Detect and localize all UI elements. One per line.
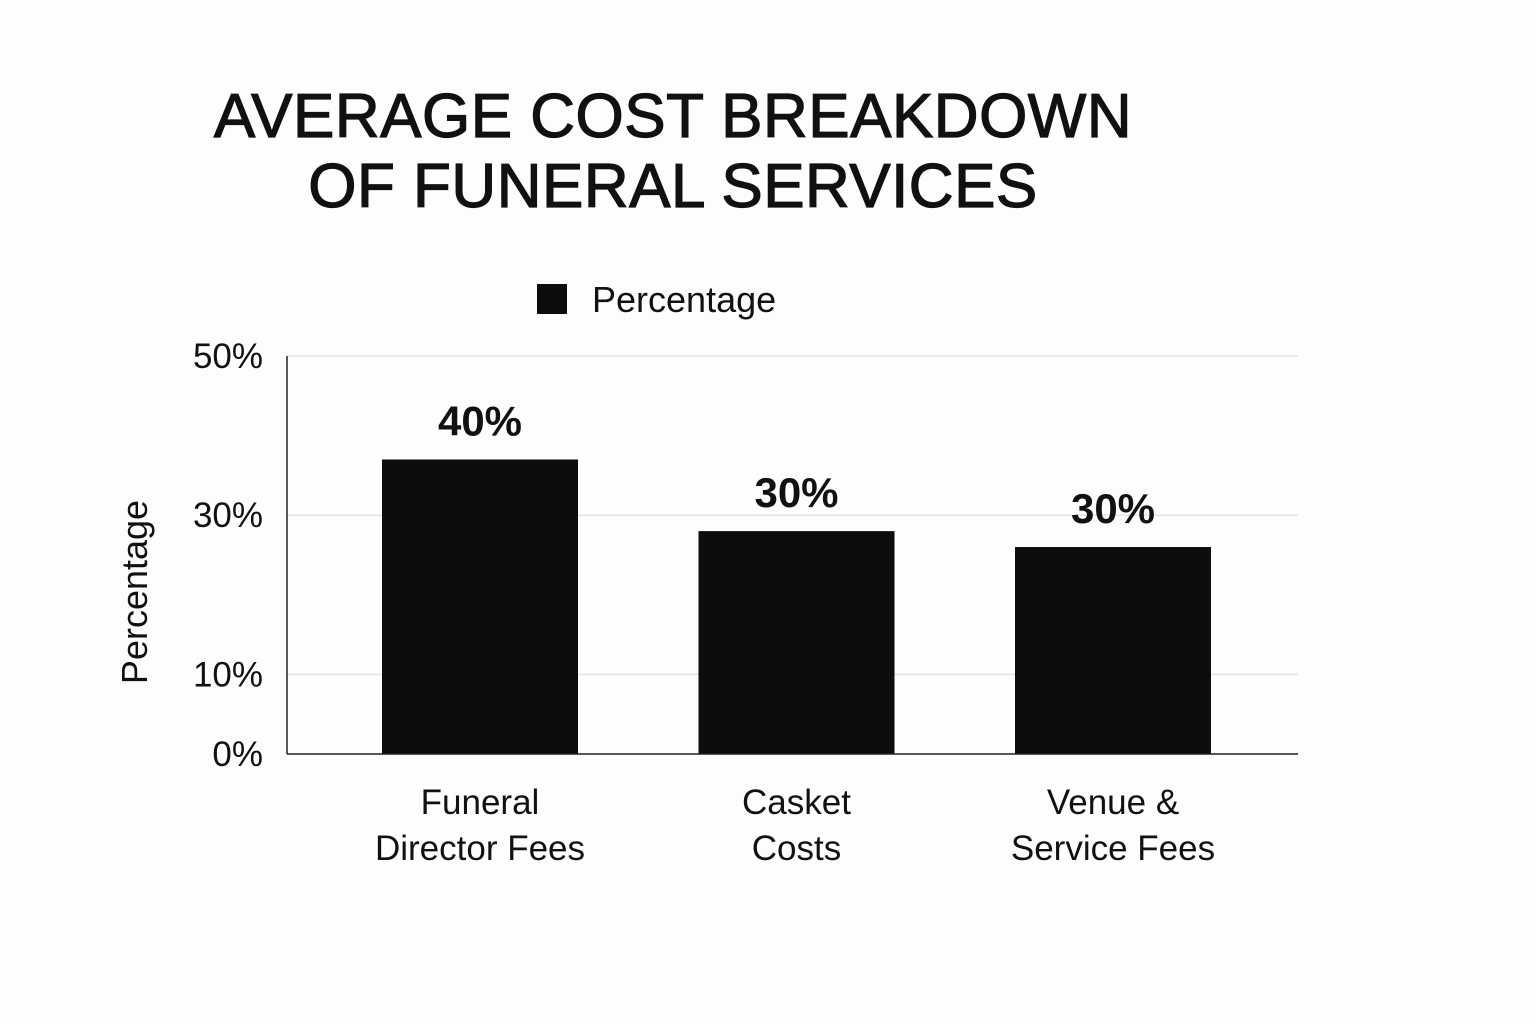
x-tick-label: Casket Costs <box>742 783 851 868</box>
y-tick-label: 10% <box>193 655 263 694</box>
chart-title: AVERAGE COST BREAKDOWN OF FUNERAL SERVIC… <box>0 81 1346 222</box>
x-tick-label: Funeral Director Fees <box>375 783 585 868</box>
x-tick-label-line: Service Fees <box>1011 829 1215 868</box>
bars <box>382 459 1211 754</box>
legend-swatch <box>537 284 567 314</box>
x-tick-label: Venue & Service Fees <box>1011 783 1215 868</box>
chart-title-line-1: AVERAGE COST BREAKDOWN <box>213 81 1133 151</box>
data-label: 40% <box>438 397 522 444</box>
legend: Percentage <box>537 279 776 320</box>
y-tick-label: 30% <box>193 496 263 535</box>
y-tick-label: 50% <box>193 337 263 376</box>
bar <box>382 459 578 754</box>
x-tick-label-line: Venue & <box>1047 783 1179 822</box>
y-axis-label: Percentage <box>114 500 155 684</box>
data-labels: 40% 30% 30% <box>438 397 1155 532</box>
x-tick-label-line: Funeral <box>421 783 540 822</box>
x-axis-ticks: Funeral Director Fees Casket Costs Venue & Se… <box>375 783 1215 868</box>
x-tick-label-line: Casket <box>742 783 851 822</box>
x-tick-label-line: Costs <box>752 829 841 868</box>
data-label: 30% <box>1071 485 1155 532</box>
legend-label: Percentage <box>592 279 776 320</box>
y-tick-label: 0% <box>212 735 263 774</box>
chart-title-line-2: OF FUNERAL SERVICES <box>308 151 1038 221</box>
y-axis-ticks: 0% 10% 30% 50% <box>193 337 263 774</box>
bar <box>698 531 895 754</box>
x-tick-label-line: Director Fees <box>375 829 585 868</box>
data-label: 30% <box>754 469 838 516</box>
bar <box>1015 547 1211 754</box>
